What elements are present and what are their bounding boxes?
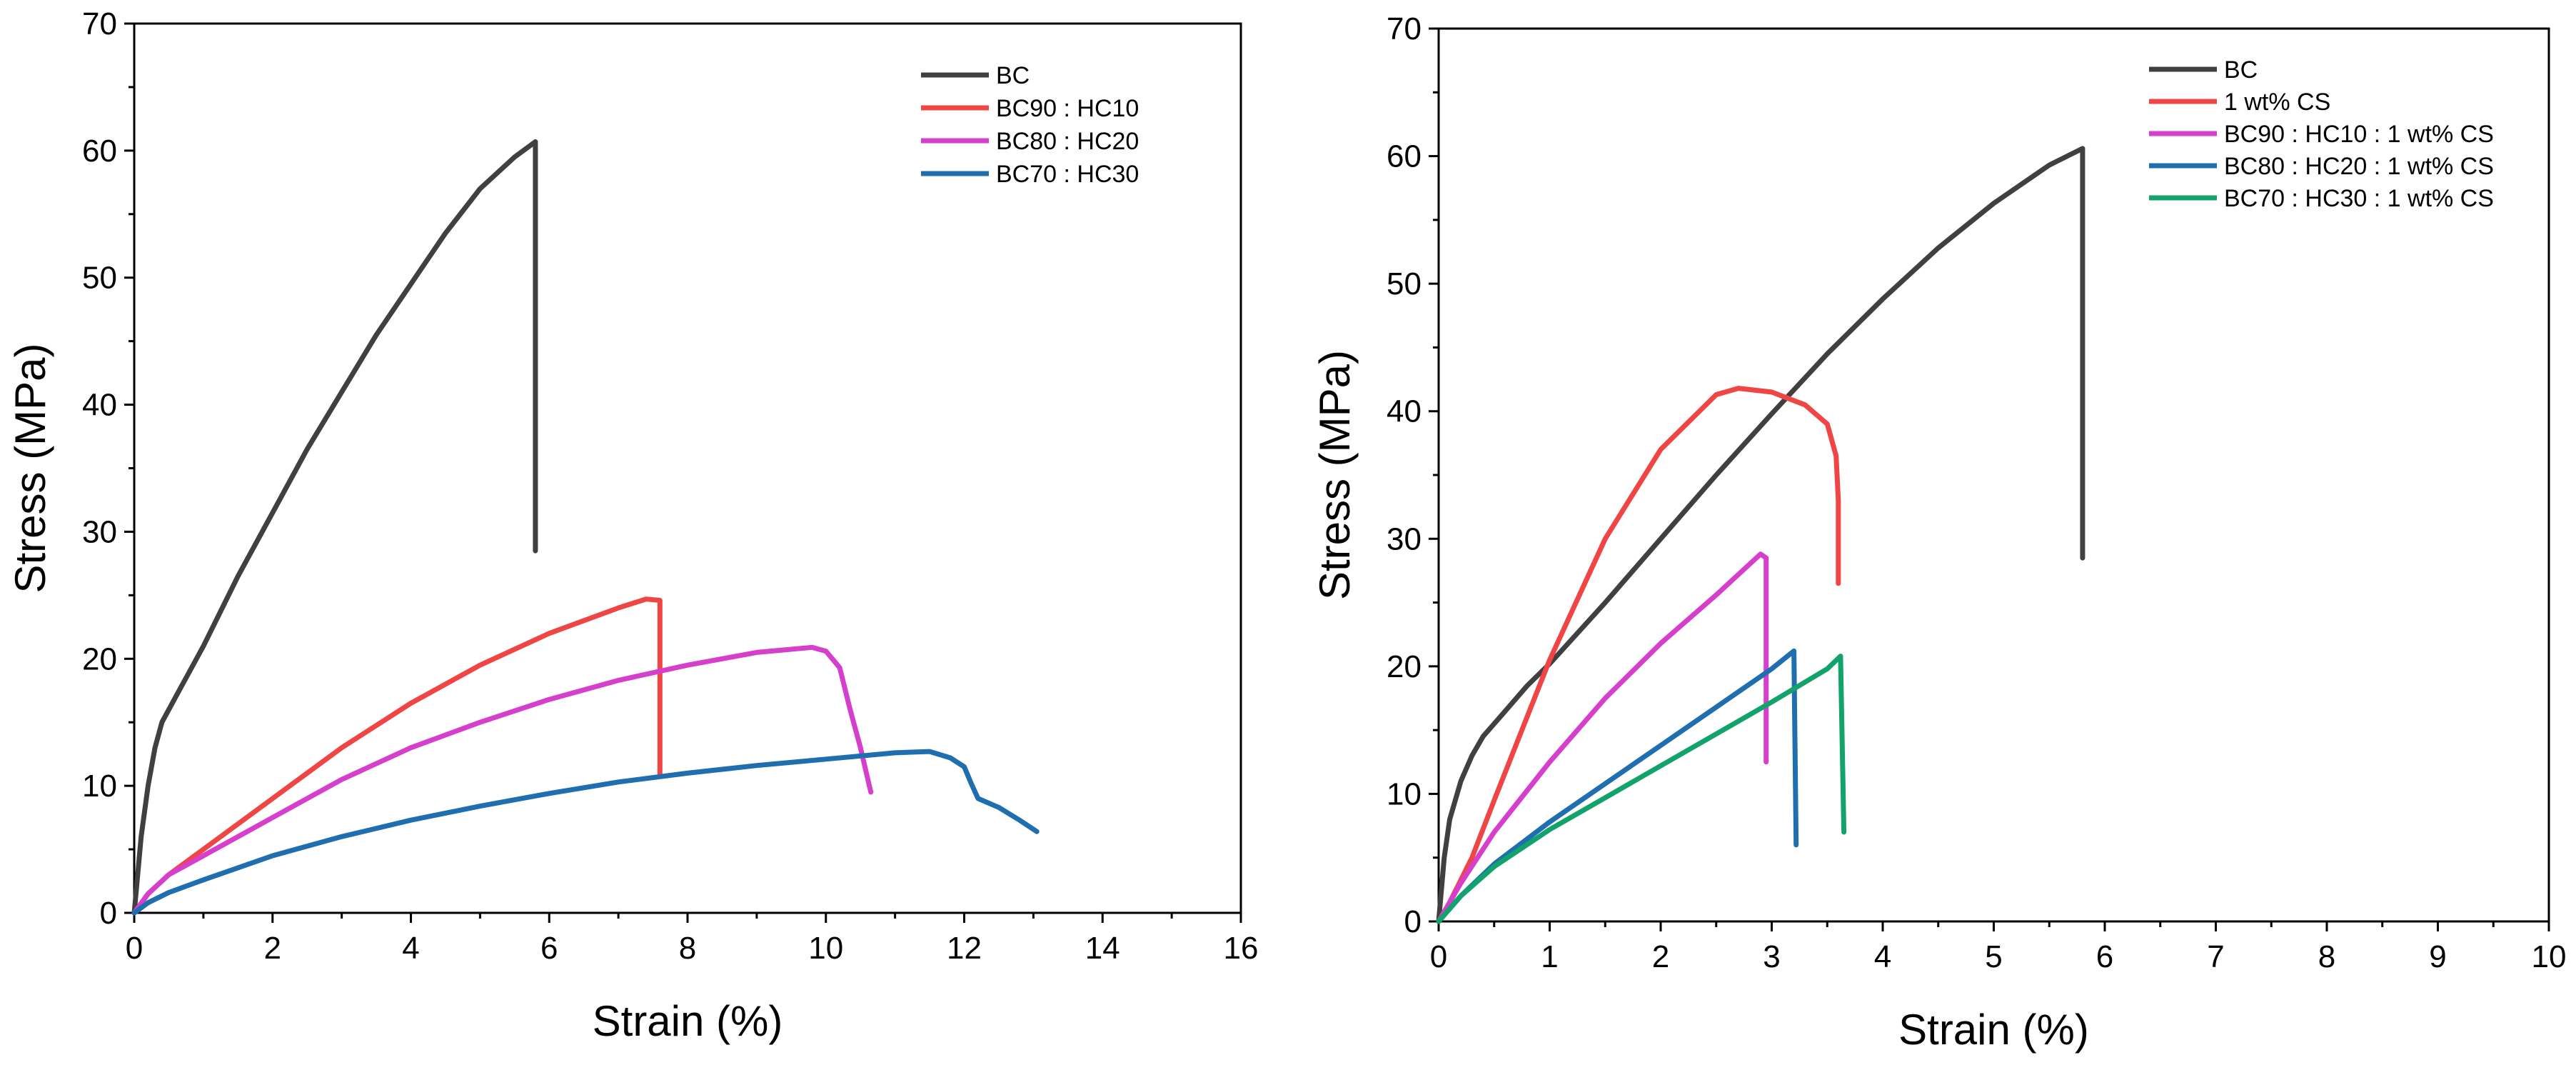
series-line <box>131 139 538 916</box>
series-line <box>1436 551 1769 924</box>
y-tick-label: 50 <box>82 261 117 296</box>
y-tick-label: 10 <box>1387 776 1422 811</box>
legend-label: BC <box>996 62 1030 89</box>
x-tick-label: 2 <box>1652 939 1669 974</box>
legend-label: BC70 : HC30 <box>996 161 1139 188</box>
y-tick-label: 50 <box>1387 266 1422 301</box>
y-axis-title: Stress (MPa) <box>6 343 54 593</box>
series-line <box>131 644 874 916</box>
y-tick-label: 20 <box>1387 649 1422 684</box>
y-tick-label: 10 <box>82 769 117 804</box>
series-line <box>1436 386 1841 924</box>
x-tick-label: 0 <box>126 931 143 966</box>
x-tick-label: 6 <box>2096 939 2113 974</box>
x-tick-label: 4 <box>402 931 419 966</box>
legend: BC 1 wt% CS BC90 : HC10 : 1 wt% CS BC80 : H… <box>2149 56 2494 212</box>
series-line <box>1436 654 1847 924</box>
x-tick-label: 14 <box>1085 931 1120 966</box>
y-tick-label: 70 <box>1387 11 1422 46</box>
legend: BC BC90 : HC10 BC80 : HC20 BC70 : HC30 <box>921 62 1139 188</box>
x-tick-label: 6 <box>540 931 558 966</box>
y-tick-label: 40 <box>82 388 117 423</box>
chart-panel-left: 0 2 4 6 8 10 12 14 16 0 10 20 30 40 50 60 70 Strain (%) St… <box>6 6 1258 1045</box>
y-tick-label: 60 <box>1387 139 1422 174</box>
series-line <box>1436 648 1799 924</box>
x-tick-label: 8 <box>2318 939 2335 974</box>
y-axis-title: Stress (MPa) <box>1311 350 1359 600</box>
x-tick-label: 12 <box>947 931 982 966</box>
x-axis-title: Strain (%) <box>1898 1006 2089 1054</box>
y-tick-label: 30 <box>82 514 117 549</box>
x-tick-label: 3 <box>1763 939 1780 974</box>
legend-label: BC70 : HC30 : 1 wt% CS <box>2224 185 2494 212</box>
x-tick-label: 4 <box>1874 939 1891 974</box>
legend-label: BC <box>2224 56 2258 84</box>
y-tick-label: 0 <box>1404 904 1422 939</box>
y-tick-label: 60 <box>82 134 117 169</box>
x-axis-title: Strain (%) <box>593 997 783 1045</box>
x-tick-label: 8 <box>679 931 696 966</box>
x-tick-label: 10 <box>2532 939 2567 974</box>
x-tick-label: 16 <box>1224 931 1259 966</box>
legend-label: BC80 : HC20 <box>996 128 1139 155</box>
y-tick-label: 40 <box>1387 394 1422 429</box>
x-tick-label: 5 <box>1985 939 2002 974</box>
chart-panel-right: 0 1 2 3 4 5 6 7 8 9 10 0 10 20 30 40 50 60 70 Strain (%) Str… <box>1311 11 2566 1054</box>
y-tick-label: 20 <box>82 641 117 676</box>
x-tick-label: 1 <box>1541 939 1558 974</box>
x-tick-label: 9 <box>2429 939 2446 974</box>
legend-label: BC80 : HC20 : 1 wt% CS <box>2224 153 2494 180</box>
y-tick-label: 70 <box>82 6 117 41</box>
legend-label: 1 wt% CS <box>2224 89 2330 116</box>
series-line <box>1436 146 2086 924</box>
y-tick-label: 0 <box>100 896 117 931</box>
legend-label: BC90 : HC10 <box>996 95 1139 122</box>
x-tick-label: 7 <box>2207 939 2224 974</box>
x-tick-label: 0 <box>1430 939 1447 974</box>
series-line <box>131 749 1040 916</box>
x-tick-label: 2 <box>264 931 281 966</box>
x-tick-label: 10 <box>808 931 843 966</box>
legend-label: BC90 : HC10 : 1 wt% CS <box>2224 121 2494 148</box>
y-tick-label: 30 <box>1387 521 1422 556</box>
